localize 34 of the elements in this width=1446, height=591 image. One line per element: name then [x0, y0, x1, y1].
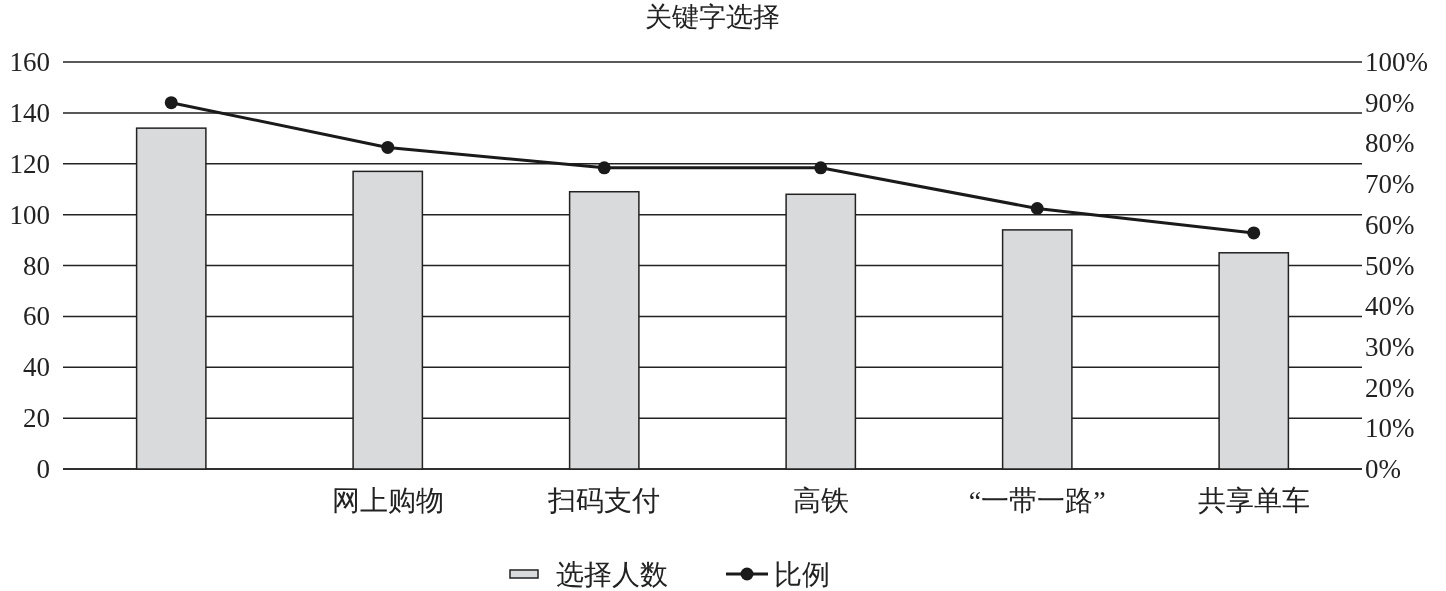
point [814, 161, 828, 175]
y2-tick-label: 30% [1365, 331, 1415, 362]
y2-tick-label: 70% [1365, 169, 1415, 200]
x-tick-label: “一带一路” [968, 485, 1106, 516]
legend-label: 选择人数 [556, 559, 668, 590]
point [1030, 202, 1044, 216]
y-tick-label: 100 [9, 199, 50, 230]
y-tick-label: 60 [23, 301, 50, 332]
y-tick-label: 120 [9, 148, 50, 179]
y2-tick-label: 90% [1365, 87, 1415, 118]
x-tick-label: 共享单车 [1197, 485, 1310, 516]
y-tick-label: 20 [23, 403, 50, 434]
y2-tick-label: 50% [1365, 250, 1415, 281]
x-tick-label: 高铁 [792, 485, 849, 516]
x-tick-label: 网上购物 [331, 485, 444, 516]
y2-tick-label: 80% [1365, 128, 1415, 159]
y2-tick-label: 10% [1365, 413, 1415, 444]
y2-tick-label: 20% [1365, 372, 1415, 403]
y2-tick-label: 0% [1365, 454, 1401, 484]
y2-tick-label: 40% [1365, 291, 1415, 322]
y-tick-label: 160 [9, 47, 50, 77]
point [597, 161, 611, 175]
point [164, 96, 178, 110]
chart-title: 关键字选择 [645, 2, 780, 32]
y-tick-label: 0 [36, 454, 50, 484]
point [1247, 226, 1261, 240]
y2-tick-label: 60% [1365, 209, 1415, 240]
y-tick-label: 40 [23, 352, 50, 383]
y-tick-label: 140 [9, 97, 50, 128]
y2-tick-label: 100% [1365, 47, 1428, 77]
y-tick-label: 80 [23, 250, 50, 281]
x-tick-label: 扫码支付 [547, 485, 661, 516]
legend-label: 比例 [774, 559, 830, 590]
point [381, 140, 395, 154]
